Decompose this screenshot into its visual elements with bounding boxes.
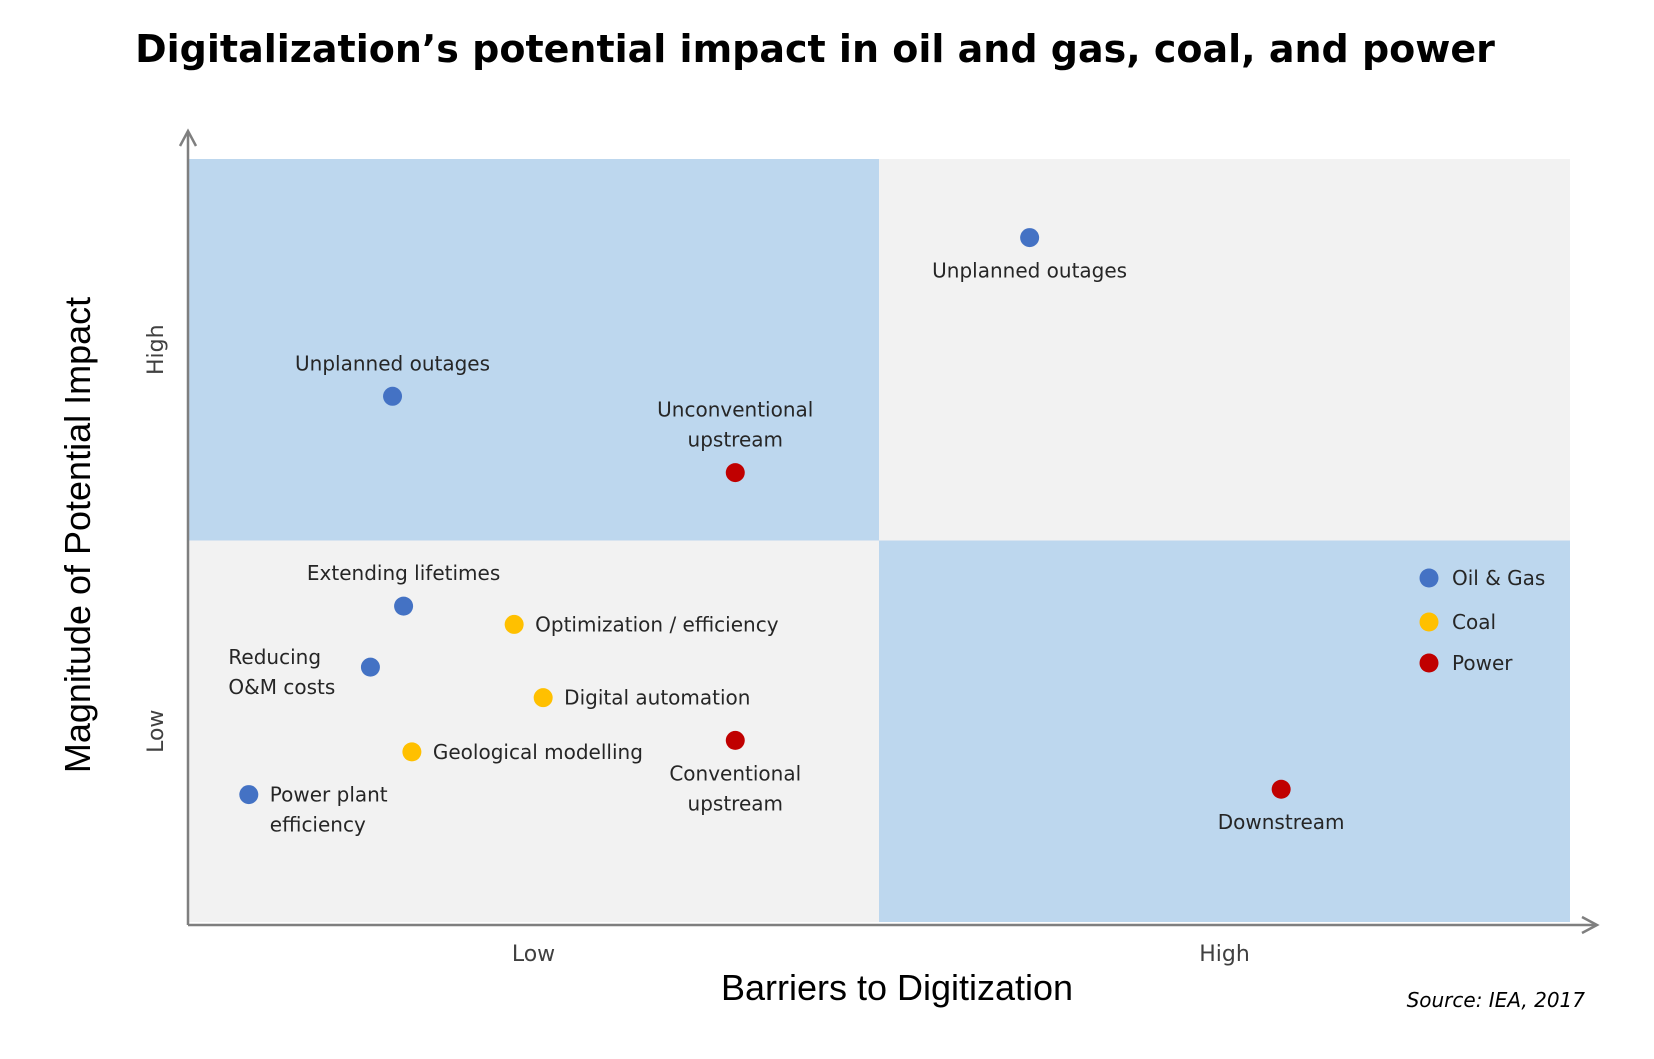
data-point [360,657,380,677]
legend-item: Oil & Gas [1419,566,1545,590]
legend-marker [1419,568,1439,588]
point-label-line: Digital automation [564,686,750,710]
data-marks: Unplanned outages Unplanned outages Unconv… [228,228,1345,837]
point-label-line: Power plant [270,783,388,807]
data-point [383,386,403,406]
data-point [402,742,422,762]
data-point [1271,779,1291,799]
legend-marker [1419,612,1439,632]
data-point [725,730,745,750]
point-label: Optimization / efficiency [535,612,779,636]
axes: Low High High Low [144,128,1600,967]
point-label: Power plant efficiency [270,783,388,837]
data-point [394,596,414,616]
data-point-group: Geological modelling [402,740,643,764]
quadrant-top-left [188,159,879,541]
point-label: Conventional upstream [669,761,801,815]
point-label-line: O&M costs [228,675,335,699]
point-label-line: Conventional [669,761,801,785]
x-tick-label: High [1199,942,1250,967]
data-point [1020,228,1040,248]
point-label-line: Downstream [1218,810,1345,834]
x-axis-title: Barriers to Digitization [721,967,1073,1008]
point-label: Extending lifetimes [307,561,500,585]
data-point-group: Unplanned outages [932,228,1127,283]
legend-label: Coal [1452,610,1496,634]
quadrant-bottom-right [879,540,1570,922]
data-point [504,614,524,634]
legend: Oil & Gas Coal Power [1419,566,1545,675]
chart-title: Digitalization’s potential impact in oil… [135,27,1495,71]
point-label-line: Geological modelling [433,740,643,764]
y-tick-label: High [144,324,169,375]
point-label: Unconventional upstream [657,398,813,452]
data-point-group: Reducing O&M costs [228,645,380,699]
point-label-line: Extending lifetimes [307,561,500,585]
point-label-line: Optimization / efficiency [535,612,779,636]
point-label-line: efficiency [270,813,366,837]
data-point [533,688,553,708]
y-axis-title: Magnitude of Potential Impact [57,297,98,773]
point-label-line: upstream [688,791,783,815]
quadrant-top-right [879,159,1570,541]
data-point-group: Conventional upstream [669,730,801,815]
quadrant-bottom-left [188,540,879,922]
point-label: Downstream [1218,810,1345,834]
data-point-group: Optimization / efficiency [504,612,779,636]
source-note: Source: IEA, 2017 [1407,988,1586,1012]
plot-area [188,159,1570,922]
data-point-group: Downstream [1218,779,1345,834]
point-label: Reducing O&M costs [228,645,335,699]
point-label-line: Unplanned outages [295,351,490,375]
point-label-line: Reducing [228,645,321,669]
legend-item: Power [1419,651,1513,675]
data-point-group: Extending lifetimes [307,561,500,616]
point-label-line: Unconventional [657,398,813,422]
point-label: Geological modelling [433,740,643,764]
x-axis-arrow [1581,915,1600,935]
data-point-group: Power plant efficiency [239,783,388,837]
legend-marker [1419,653,1439,673]
data-point-group: Unconventional upstream [657,398,813,483]
point-label: Unplanned outages [295,351,490,375]
data-point-group: Digital automation [533,686,750,710]
data-point [725,463,745,483]
legend-label: Oil & Gas [1452,566,1545,590]
y-tick-label: Low [144,710,169,753]
point-label-line: upstream [688,428,783,452]
data-point-group: Unplanned outages [295,351,490,406]
point-label: Unplanned outages [932,259,1127,283]
y-axis-arrow [178,128,198,147]
legend-label: Power [1452,651,1513,675]
legend-item: Coal [1419,610,1496,634]
x-tick-label: Low [512,942,555,967]
point-label: Digital automation [564,686,750,710]
data-point [239,785,259,805]
point-label-line: Unplanned outages [932,259,1127,283]
